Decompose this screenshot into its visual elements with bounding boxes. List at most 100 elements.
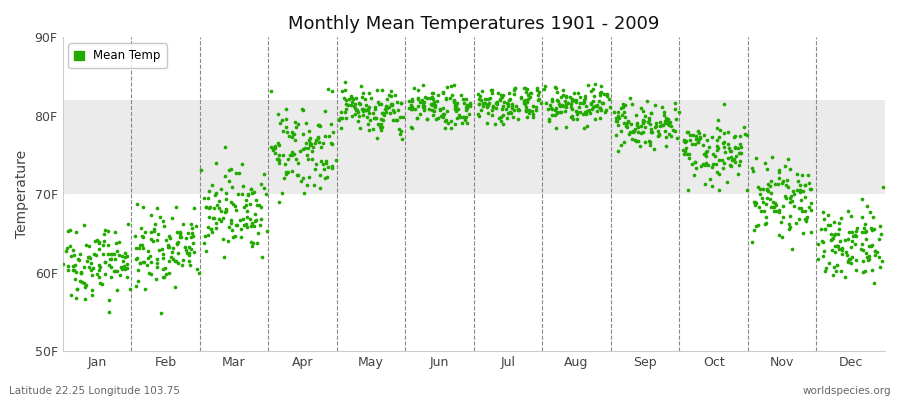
Point [723,162,737,168]
Point [579,110,593,117]
Point [299,139,313,146]
Point [320,160,334,166]
Point [528,104,543,110]
Point [240,192,255,198]
Point [436,90,450,96]
Point [248,217,263,224]
Point [491,99,505,106]
Point [778,193,792,199]
Point [448,104,463,110]
Point [701,162,716,168]
Point [483,95,498,102]
Point [426,112,440,118]
Point [784,193,798,199]
Point [366,110,381,116]
Point [686,132,700,138]
Point [703,176,717,182]
Point [320,174,335,180]
Point [284,152,298,158]
Point [210,224,224,231]
Point [488,120,502,127]
Point [382,103,396,110]
Point [815,209,830,216]
Point [834,250,849,257]
Point [404,102,419,108]
Point [448,103,463,110]
Point [246,240,260,246]
Point [550,109,564,115]
Point [517,100,531,106]
Point [311,134,326,140]
Point [522,107,536,114]
Point [295,131,310,137]
Point [737,131,751,138]
Point [580,82,595,88]
Point [564,96,579,102]
Point [570,110,584,117]
Point [802,204,816,210]
Point [259,228,274,234]
Point [500,101,515,107]
Point [862,243,877,249]
Point [811,256,825,262]
Point [116,262,130,269]
Point [249,239,264,246]
Point [457,114,472,120]
Point [832,238,847,244]
Point [822,260,836,266]
Point [790,187,805,194]
Point [728,145,742,152]
Point [850,257,864,263]
Point [638,124,652,130]
Point [333,115,347,121]
Point [592,105,607,112]
Point [431,115,446,122]
Point [73,250,87,257]
Point [680,187,695,194]
Point [692,130,706,136]
Point [106,268,121,274]
Point [661,116,675,122]
Point [621,118,635,124]
Point [771,232,786,238]
Point [658,120,672,127]
Point [754,208,769,214]
Point [310,135,325,141]
Point [141,248,156,255]
Point [722,145,736,152]
Point [523,94,537,100]
Bar [62,100,885,194]
Point [587,92,601,99]
Point [325,163,339,169]
Point [521,92,535,98]
Point [771,167,786,174]
Point [151,231,166,237]
Point [120,274,134,280]
Point [162,258,176,264]
Point [164,254,178,260]
Point [173,231,187,238]
Point [816,253,831,259]
Point [559,92,573,99]
Point [245,242,259,249]
Point [345,99,359,106]
Point [254,204,268,211]
Point [404,106,419,112]
Point [308,140,322,146]
Point [827,232,842,238]
Point [313,158,328,164]
Point [710,124,724,131]
Point [610,122,625,128]
Point [841,208,855,214]
Point [444,118,458,124]
Point [192,270,206,276]
Point [76,221,91,228]
Point [361,105,375,112]
Point [835,247,850,253]
Point [110,248,124,254]
Point [374,87,389,93]
Point [128,232,142,239]
Point [154,310,168,316]
Point [93,264,107,270]
Point [319,132,333,139]
